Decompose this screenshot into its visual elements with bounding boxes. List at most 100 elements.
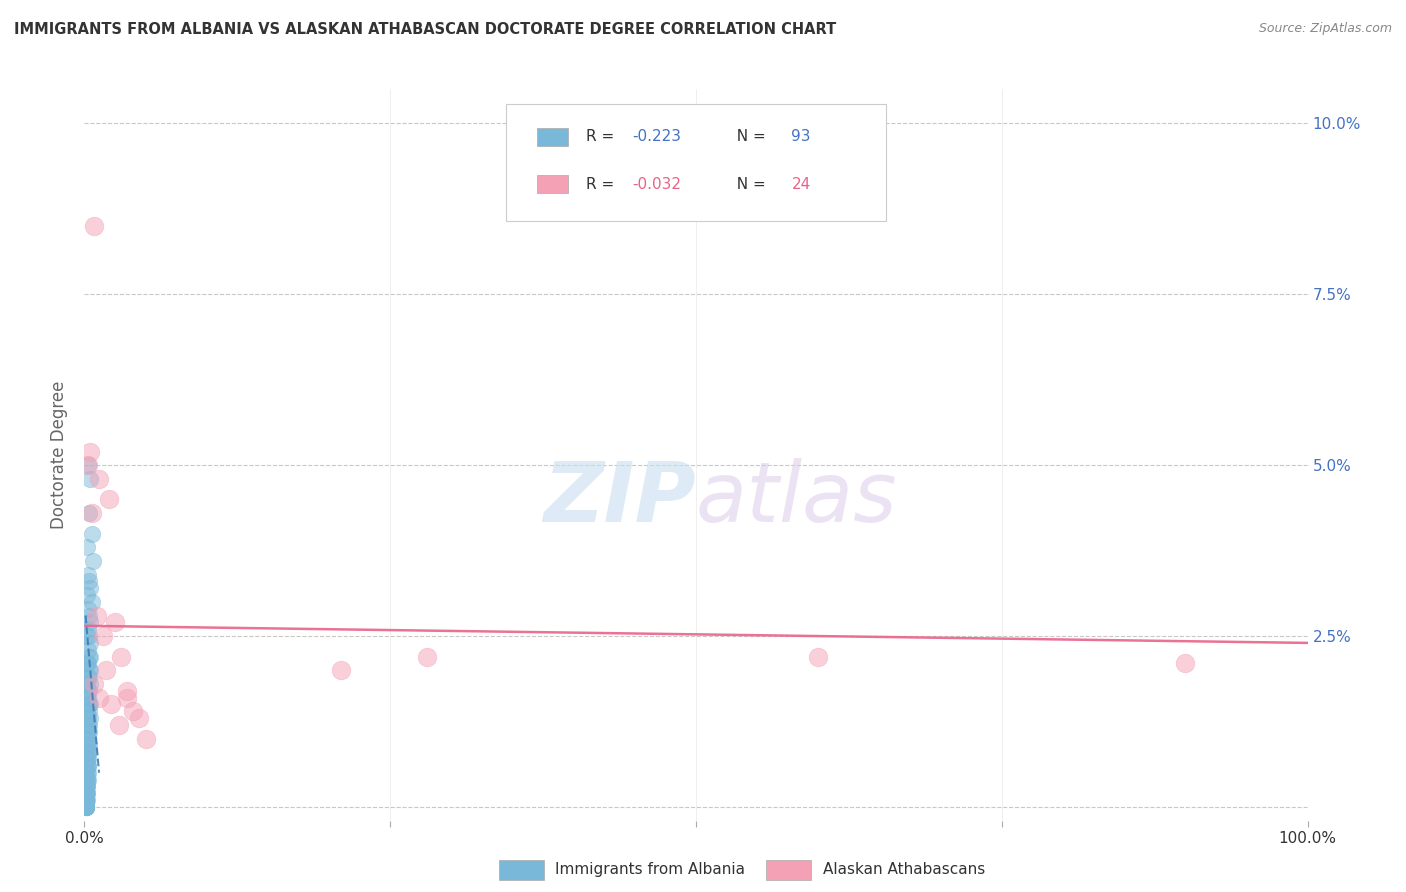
Point [79, 711, 101, 725]
Point [77, 601, 100, 615]
FancyBboxPatch shape [537, 175, 568, 194]
Point [75, 793, 97, 807]
Point [77, 718, 100, 732]
Point [77, 649, 100, 664]
Text: atlas: atlas [696, 458, 897, 540]
Point [76, 780, 98, 794]
Point [75, 800, 97, 814]
Point [77, 718, 100, 732]
Point [77, 724, 100, 739]
Point [110, 649, 132, 664]
Point [79, 698, 101, 712]
Point [86, 608, 108, 623]
Point [77, 458, 100, 472]
Point [76, 786, 98, 800]
Point [77, 739, 100, 753]
Point [82, 554, 104, 568]
FancyBboxPatch shape [506, 103, 886, 221]
Point [76, 731, 98, 746]
Point [76, 772, 98, 787]
Point [416, 649, 439, 664]
Point [77, 608, 100, 623]
Text: 93: 93 [792, 129, 811, 145]
Point [115, 690, 138, 705]
Point [77, 724, 100, 739]
Point [76, 780, 98, 794]
Point [79, 615, 101, 630]
Point [107, 718, 129, 732]
Point [76, 772, 98, 787]
Text: R =: R = [586, 177, 619, 192]
Point [75, 793, 97, 807]
Point [76, 540, 98, 554]
Point [77, 698, 100, 712]
Point [76, 677, 98, 691]
Point [76, 657, 98, 671]
Text: 24: 24 [792, 177, 811, 192]
Point [75, 772, 97, 787]
Point [77, 670, 100, 684]
Point [77, 622, 100, 636]
Point [75, 786, 97, 800]
Point [83, 677, 105, 691]
Point [76, 724, 98, 739]
Point [77, 745, 100, 759]
Point [75, 800, 97, 814]
Text: N =: N = [727, 129, 770, 145]
Point [75, 800, 97, 814]
Point [77, 772, 100, 787]
Point [75, 800, 97, 814]
Text: Source: ZipAtlas.com: Source: ZipAtlas.com [1258, 22, 1392, 36]
Point [75, 793, 97, 807]
Point [77, 506, 100, 520]
Point [77, 765, 100, 780]
Point [76, 793, 98, 807]
Point [87, 690, 110, 705]
Point [807, 649, 830, 664]
Text: Alaskan Athabascans: Alaskan Athabascans [823, 863, 984, 877]
Point [77, 567, 100, 582]
Point [75, 786, 97, 800]
Point [76, 786, 98, 800]
Point [79, 649, 101, 664]
Point [128, 711, 150, 725]
Point [76, 752, 98, 766]
Point [96, 663, 118, 677]
Point [77, 739, 100, 753]
Point [104, 615, 127, 630]
Point [115, 683, 138, 698]
Point [77, 663, 100, 677]
Point [75, 765, 97, 780]
Point [75, 780, 97, 794]
Point [77, 642, 100, 657]
Point [80, 595, 103, 609]
Point [79, 636, 101, 650]
Text: R =: R = [586, 129, 619, 145]
Point [79, 472, 101, 486]
Point [76, 629, 98, 643]
Point [75, 793, 97, 807]
Point [122, 704, 145, 718]
Point [75, 800, 97, 814]
Point [79, 444, 101, 458]
Point [79, 581, 101, 595]
Point [75, 793, 97, 807]
Text: IMMIGRANTS FROM ALBANIA VS ALASKAN ATHABASCAN DOCTORATE DEGREE CORRELATION CHART: IMMIGRANTS FROM ALBANIA VS ALASKAN ATHAB… [14, 22, 837, 37]
Point [77, 731, 100, 746]
Point [77, 698, 100, 712]
Point [77, 683, 100, 698]
Point [1174, 657, 1197, 671]
Point [100, 698, 122, 712]
Point [80, 506, 103, 520]
Point [77, 745, 100, 759]
Point [76, 690, 98, 705]
Point [75, 800, 97, 814]
Point [76, 739, 98, 753]
Point [83, 219, 105, 233]
Point [76, 704, 98, 718]
Point [76, 711, 98, 725]
Point [76, 752, 98, 766]
Point [75, 800, 97, 814]
Point [97, 492, 120, 507]
Point [77, 670, 100, 684]
